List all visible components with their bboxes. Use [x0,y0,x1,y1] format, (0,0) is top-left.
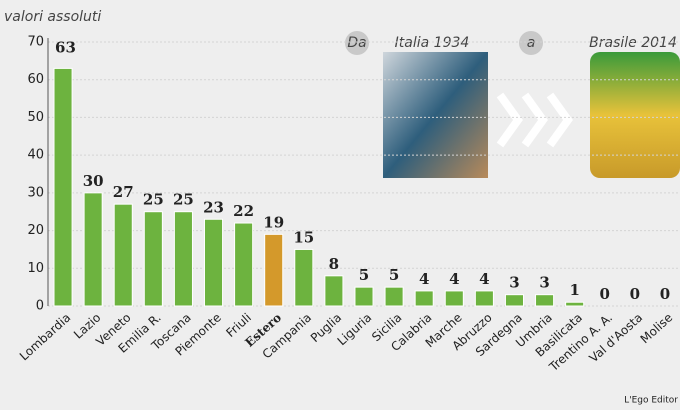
y-tick-label: 20 [27,223,44,238]
chevrons [500,95,568,145]
value-label: 4 [449,270,459,288]
chart: valori assoluti Da Italia 1934 a Brasile… [0,0,680,410]
y-tick-label: 0 [36,299,44,314]
bar [385,287,403,306]
value-label: 4 [479,270,489,288]
value-label: 30 [83,172,104,190]
x-tick-label: Lombardia [17,310,74,363]
bar [235,223,253,306]
value-label: 63 [55,38,76,56]
value-label: 19 [263,213,284,231]
value-label: 0 [600,285,610,303]
y-tick-label: 60 [27,72,44,87]
subtitle: valori assoluti [4,9,101,25]
bar [174,212,192,306]
value-label: 5 [389,266,399,284]
bar [536,295,554,306]
bar [54,68,72,306]
value-label: 15 [293,228,314,246]
value-label: 1 [569,281,579,299]
value-label: 0 [630,285,640,303]
credit: L'Ego Editor [624,396,678,406]
annotation: Italia 1934 [395,35,470,51]
x-tick-label: Liguria [335,310,375,348]
y-tick-label: 70 [27,35,44,50]
value-label: 5 [359,266,369,284]
y-tick-label: 50 [27,110,44,125]
page: valori assoluti Da Italia 1934 a Brasile… [0,0,680,410]
value-label: 0 [660,285,670,303]
value-label: 3 [509,274,519,292]
value-label: 4 [419,270,429,288]
y-tick-label: 30 [27,185,44,200]
bar [355,287,373,306]
bar [325,276,343,306]
bar [144,212,162,306]
bar [114,204,132,306]
logo [590,52,680,178]
bar [84,193,102,306]
y-tick-label: 40 [27,148,44,163]
value-label: 22 [233,202,254,220]
annotation: Brasile 2014 [589,35,677,51]
bar [204,219,222,306]
value-label: 3 [539,274,549,292]
bar [475,291,493,306]
annotation: a [527,35,536,51]
bar [445,291,463,306]
bar [295,249,313,306]
bar [415,291,433,306]
value-label: 25 [173,191,194,209]
annotation: Da [347,35,366,51]
y-tick-label: 10 [27,261,44,276]
value-label: 25 [143,191,164,209]
bar [265,234,283,306]
photo [383,52,488,178]
x-tick-label: Molise [638,310,676,346]
bar [505,295,523,306]
value-label: 23 [203,198,224,216]
value-label: 27 [113,183,134,201]
value-label: 8 [329,255,339,273]
bar [566,302,584,306]
